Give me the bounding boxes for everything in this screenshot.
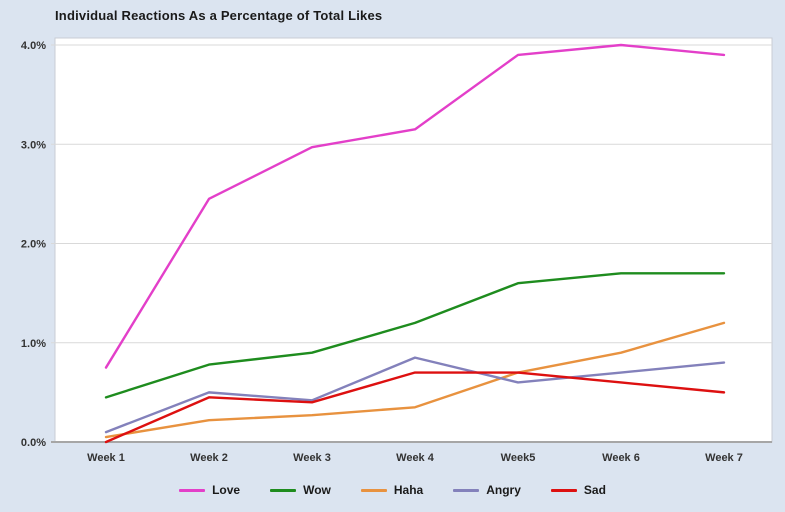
legend-item-love: Love: [179, 483, 240, 497]
series-line-sad: [104, 371, 726, 444]
legend-swatch-wow: [270, 488, 297, 492]
plot-area: [54, 37, 773, 443]
series-line-haha: [104, 321, 726, 439]
legend-label: Wow: [303, 483, 331, 497]
chart-title: Individual Reactions As a Percentage of …: [55, 8, 383, 23]
x-tick-label: Week 4: [396, 452, 435, 464]
legend-label: Haha: [393, 483, 424, 497]
legend-label: Sad: [583, 483, 606, 497]
legend-label: Love: [212, 483, 241, 497]
x-tick-label: Week 6: [602, 452, 640, 464]
legend-item-angry: Angry: [453, 483, 521, 497]
x-tick-label: Week 7: [705, 452, 743, 464]
legend-item-wow: Wow: [270, 483, 331, 497]
y-tick-label: 2.0%: [21, 239, 46, 251]
chart-legend: Love Wow Haha Angry Sad: [0, 483, 785, 497]
y-tick-label: 3.0%: [21, 139, 46, 151]
legend-item-haha: Haha: [360, 483, 424, 497]
legend-item-sad: Sad: [550, 483, 606, 497]
legend-swatch-angry: [453, 488, 480, 492]
legend-label: Angry: [486, 483, 521, 497]
series-line-angry: [104, 356, 726, 434]
legend-swatch-love: [179, 488, 206, 492]
x-tick-label: Week 2: [190, 452, 228, 464]
legend-swatch-haha: [360, 488, 387, 492]
y-tick-label: 0.0%: [21, 437, 46, 449]
x-tick-label: Week 3: [293, 452, 331, 464]
legend-swatch-sad: [550, 488, 577, 492]
series-line-wow: [104, 272, 726, 399]
y-tick-label: 4.0%: [21, 40, 46, 52]
y-tick-label: 1.0%: [21, 338, 46, 350]
x-tick-label: Week 1: [87, 452, 125, 464]
series-line-love: [104, 43, 726, 369]
x-tick-label: Week5: [501, 452, 536, 464]
